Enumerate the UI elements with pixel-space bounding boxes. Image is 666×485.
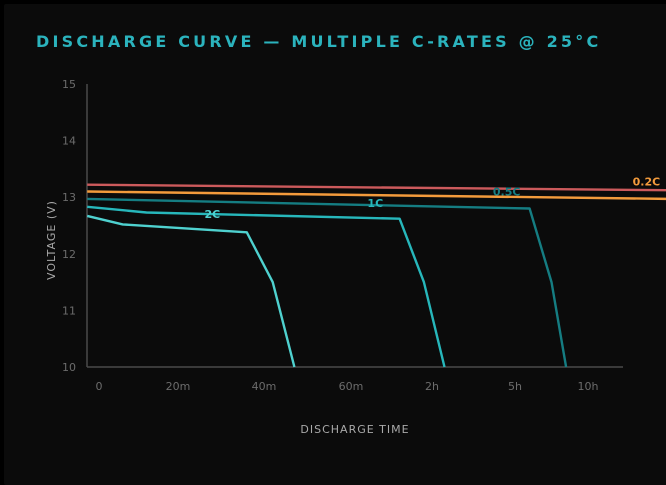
y-tick-label: 12 [62,248,76,261]
x-tick-label: 20m [166,380,191,393]
series-label: 1C [367,197,383,210]
y-tick-label: 10 [62,361,76,374]
y-tick-label: 13 [62,191,76,204]
y-axis-title: VOLTAGE (V) [45,200,58,280]
x-tick-label: 60m [339,380,364,393]
series-line-0-5c [87,197,568,368]
y-tick-label: 15 [62,78,76,91]
x-tick-label: 2h [425,380,439,393]
chart-panel: DISCHARGE CURVE — MULTIPLE C-RATES @ 25°… [4,4,666,485]
series-line-0-2c [87,190,666,201]
y-tick-label: 11 [62,304,76,317]
series-label: 2C [205,208,221,221]
y-tick-label: 14 [62,135,76,148]
x-axis-title: DISCHARGE TIME [300,423,409,436]
series-line-2c [86,214,296,368]
series-label: 0.5C [493,186,521,199]
series-label: 0.2C [633,175,661,188]
x-tick-label: 5h [508,380,522,393]
x-tick-label: 10h [578,380,599,393]
chart-title: DISCHARGE CURVE — MULTIPLE C-RATES @ 25°… [36,32,602,51]
x-tick-label: 40m [252,380,277,393]
x-tick-label: 0 [96,380,103,393]
series-line-1c [87,205,446,368]
series-line-0-1c [87,183,666,192]
